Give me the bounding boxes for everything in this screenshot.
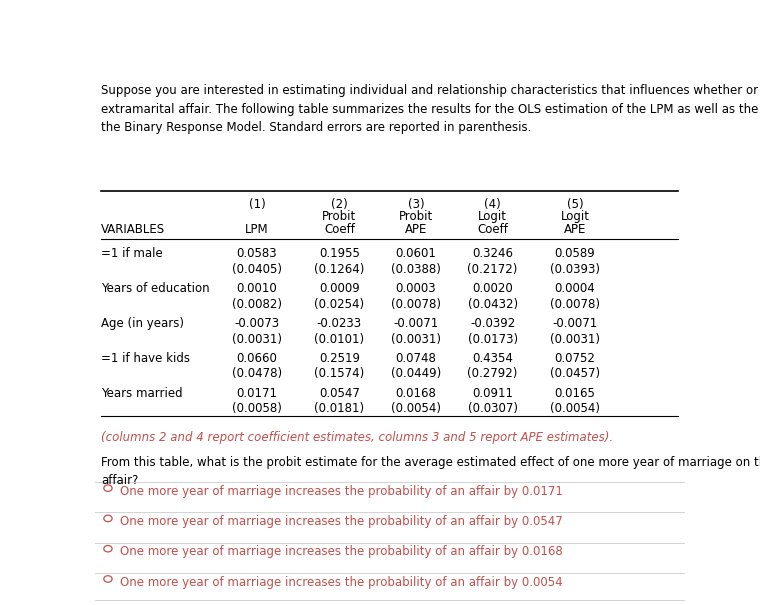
Text: 0.0911: 0.0911 [472,387,513,400]
Text: (3): (3) [407,198,424,211]
Text: One more year of marriage increases the probability of an affair by 0.0054: One more year of marriage increases the … [120,576,562,589]
Text: 0.0165: 0.0165 [555,387,596,400]
Text: Years married: Years married [101,387,182,400]
Text: (0.0449): (0.0449) [391,367,441,381]
Text: (4): (4) [484,198,501,211]
Text: (0.0254): (0.0254) [315,298,365,310]
Text: APE: APE [405,223,427,235]
Text: (0.0031): (0.0031) [391,333,441,345]
Text: 0.0009: 0.0009 [319,282,359,295]
Text: (0.0054): (0.0054) [550,402,600,416]
Text: 0.0660: 0.0660 [236,352,277,365]
Text: 0.0168: 0.0168 [395,387,436,400]
Text: 0.0004: 0.0004 [555,282,595,295]
Text: 0.0010: 0.0010 [236,282,277,295]
Text: 0.0601: 0.0601 [395,247,436,260]
Text: VARIABLES: VARIABLES [101,223,165,235]
Text: 0.0020: 0.0020 [472,282,513,295]
Text: (0.0432): (0.0432) [467,298,518,310]
Text: -0.0392: -0.0392 [470,317,515,330]
Text: (0.0082): (0.0082) [232,298,282,310]
Text: (0.0388): (0.0388) [391,263,441,276]
Text: 0.0748: 0.0748 [395,352,436,365]
Text: -0.0071: -0.0071 [394,317,439,330]
Text: -0.0233: -0.0233 [317,317,362,330]
Text: -0.0071: -0.0071 [553,317,597,330]
Text: (0.0457): (0.0457) [550,367,600,381]
Text: -0.0073: -0.0073 [234,317,280,330]
Text: (5): (5) [567,198,584,211]
Text: Probit: Probit [399,210,433,223]
Text: (columns 2 and 4 report coefficient estimates, columns 3 and 5 report APE estima: (columns 2 and 4 report coefficient esti… [101,431,613,444]
Text: 0.0171: 0.0171 [236,387,277,400]
Text: =1 if male: =1 if male [101,247,163,260]
Text: (0.0054): (0.0054) [391,402,441,416]
Text: (0.0058): (0.0058) [232,402,282,416]
Text: 0.1955: 0.1955 [319,247,360,260]
Text: Probit: Probit [322,210,356,223]
Text: Suppose you are interested in estimating individual and relationship characteris: Suppose you are interested in estimating… [101,84,760,134]
Text: (0.0078): (0.0078) [391,298,441,310]
Text: 0.4354: 0.4354 [472,352,513,365]
Text: One more year of marriage increases the probability of an affair by 0.0547: One more year of marriage increases the … [120,515,562,528]
Text: (0.0307): (0.0307) [467,402,518,416]
Text: From this table, what is the probit estimate for the average estimated effect of: From this table, what is the probit esti… [101,456,760,486]
Text: (0.0101): (0.0101) [315,333,365,345]
Text: (0.2792): (0.2792) [467,367,518,381]
Text: One more year of marriage increases the probability of an affair by 0.0171: One more year of marriage increases the … [120,485,562,498]
Text: (0.0031): (0.0031) [232,333,282,345]
Text: Logit: Logit [478,210,507,223]
Text: (0.0478): (0.0478) [232,367,282,381]
Text: =1 if have kids: =1 if have kids [101,352,190,365]
Text: Coeff: Coeff [324,223,355,235]
Text: (0.0393): (0.0393) [550,263,600,276]
Text: (0.1574): (0.1574) [315,367,365,381]
Text: (0.0181): (0.0181) [315,402,365,416]
Text: 0.0003: 0.0003 [396,282,436,295]
Text: APE: APE [564,223,586,235]
Text: (2): (2) [331,198,348,211]
Text: 0.0589: 0.0589 [555,247,595,260]
Text: (0.2172): (0.2172) [467,263,518,276]
Text: 0.0752: 0.0752 [555,352,596,365]
Text: (0.0031): (0.0031) [550,333,600,345]
Text: Age (in years): Age (in years) [101,317,184,330]
Text: Years of education: Years of education [101,282,210,295]
Text: Logit: Logit [561,210,590,223]
Text: (1): (1) [249,198,265,211]
Text: 0.0547: 0.0547 [319,387,360,400]
Text: (0.0173): (0.0173) [467,333,518,345]
Text: (0.0078): (0.0078) [550,298,600,310]
Text: 0.2519: 0.2519 [319,352,360,365]
Text: One more year of marriage increases the probability of an affair by 0.0168: One more year of marriage increases the … [120,546,562,558]
Text: (0.0405): (0.0405) [232,263,282,276]
Text: 0.0583: 0.0583 [236,247,277,260]
Text: LPM: LPM [245,223,269,235]
Text: 0.3246: 0.3246 [472,247,513,260]
Text: Coeff: Coeff [477,223,508,235]
Text: (0.1264): (0.1264) [314,263,365,276]
